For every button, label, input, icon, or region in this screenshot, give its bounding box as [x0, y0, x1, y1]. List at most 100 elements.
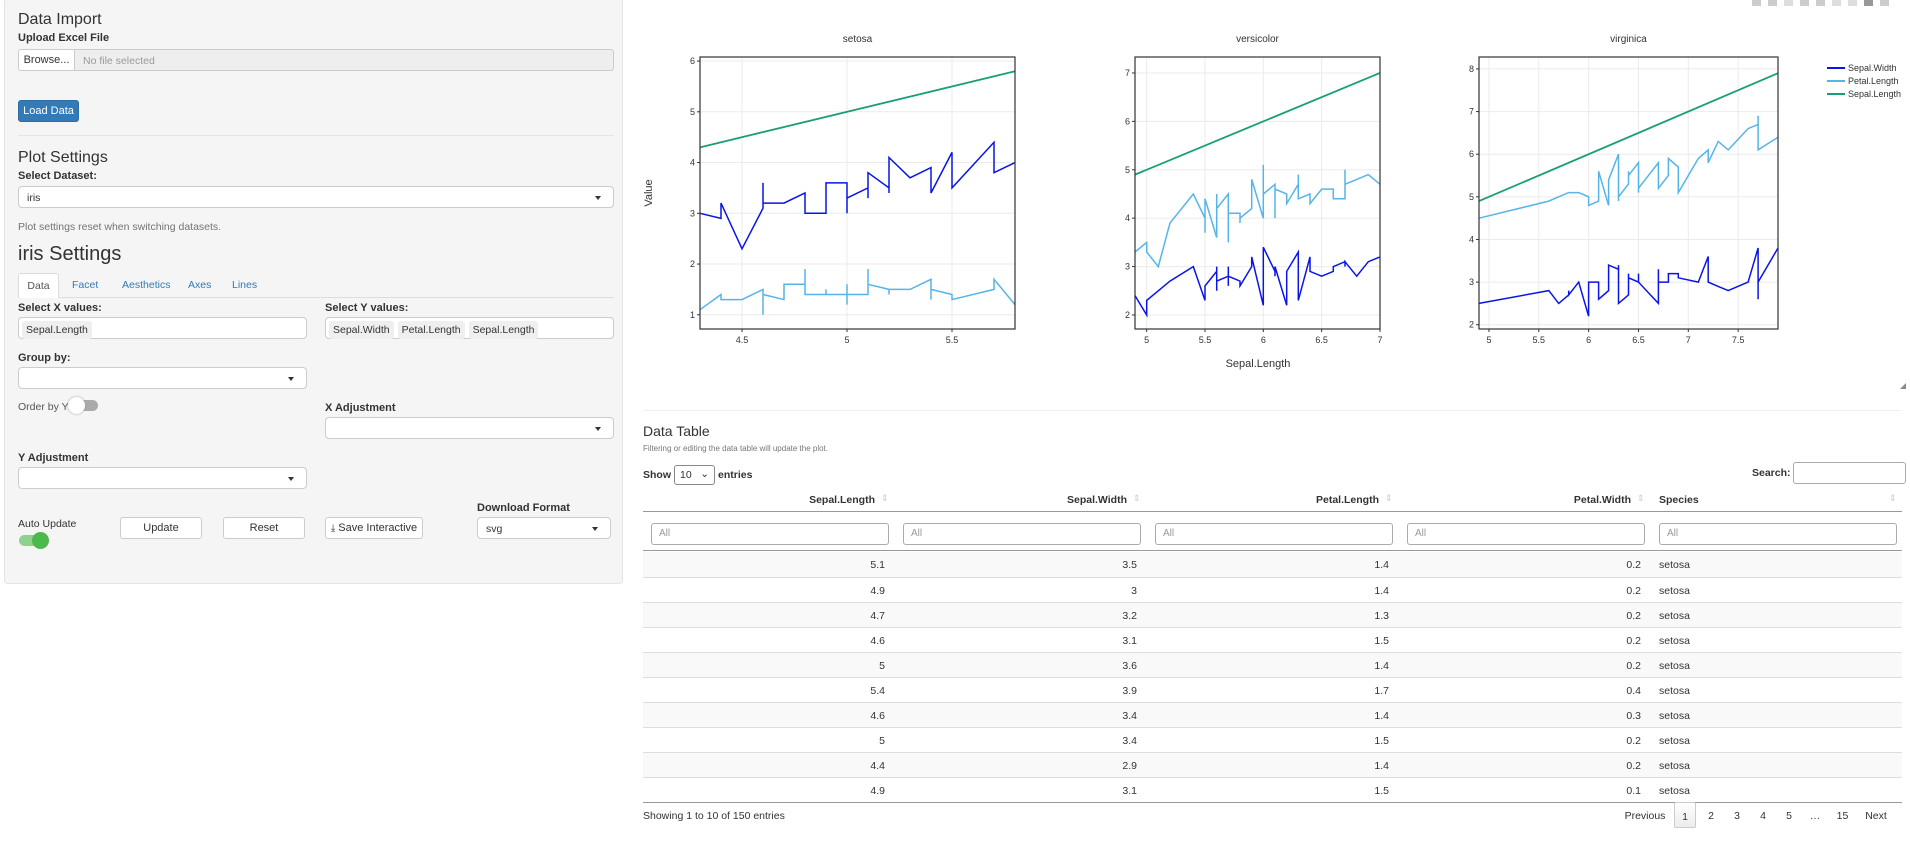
zoom-icon[interactable] [1768, 0, 1777, 6]
table-row[interactable]: 5 3.4 1.5 0.2 setosa [643, 727, 1902, 752]
search-input[interactable] [1792, 462, 1906, 484]
column-filter-input[interactable]: All [1155, 523, 1393, 545]
table-row[interactable]: 4.9 3.1 1.5 0.1 setosa [643, 777, 1902, 802]
file-input[interactable]: Browse... No file selected [18, 49, 614, 71]
column-header-sepal-length[interactable]: Sepal.Length [809, 494, 875, 506]
page-button[interactable]: 15 [1836, 810, 1849, 822]
page-button[interactable]: 2 [1708, 810, 1714, 822]
column-header-sepal-width[interactable]: Sepal.Width [1067, 494, 1127, 506]
column-filter-input[interactable]: All [1407, 523, 1645, 545]
facet-title: setosa [843, 34, 873, 45]
page-button[interactable]: 5 [1786, 810, 1792, 822]
column-header-petal-width[interactable]: Petal.Width [1573, 494, 1631, 506]
divider [18, 135, 614, 136]
y-adjustment-select[interactable] [18, 467, 307, 489]
update-button[interactable]: Update [120, 517, 202, 539]
resize-handle-icon[interactable] [1900, 383, 1906, 389]
hover-icon[interactable] [1864, 0, 1873, 6]
save-interactive-button[interactable]: ⤓ Save Interactive [325, 517, 423, 539]
table-cell: 0.2 [1626, 660, 1641, 672]
table-cell: 3.2 [1122, 610, 1137, 622]
series-line-petal-length [1134, 164, 1381, 269]
x-tick-label: 6 [1586, 335, 1591, 345]
auto-update-label: Auto Update [18, 518, 77, 530]
sort-icon[interactable]: ⇕ [1637, 493, 1645, 503]
previous-page-button[interactable]: Previous [1624, 810, 1666, 822]
zoom-out-icon[interactable] [1816, 0, 1825, 6]
table-cell: 3 [1131, 585, 1137, 597]
next-page-button[interactable]: Next [1865, 810, 1887, 822]
y-axis-title: Value [643, 179, 655, 206]
sort-icon[interactable]: ⇕ [881, 493, 889, 503]
pan-icon[interactable] [1784, 0, 1793, 6]
order-by-y-toggle[interactable] [68, 397, 98, 414]
reset-button[interactable]: Reset [223, 517, 305, 539]
table-row[interactable]: 4.7 3.2 1.3 0.2 setosa [643, 602, 1902, 627]
column-filter-input[interactable]: All [1659, 523, 1897, 545]
tab-aesthetics[interactable]: Aesthetics [122, 279, 171, 291]
y-value-chip[interactable]: Petal.Length [397, 321, 465, 339]
column-header-species[interactable]: Species [1659, 494, 1699, 506]
series-line-sepal-width [1134, 246, 1381, 318]
x-tick-label: 7.5 [1732, 335, 1745, 345]
group-by-select[interactable] [18, 367, 307, 389]
tab-facet[interactable]: Facet [72, 279, 99, 291]
file-name-field: No file selected [75, 49, 614, 71]
column-filter-input[interactable]: All [651, 523, 889, 545]
compare-icon[interactable] [1880, 0, 1889, 6]
y-tick-label: 3 [1125, 262, 1130, 272]
y-tick-label: 2 [1125, 310, 1130, 320]
table-row[interactable]: 4.4 2.9 1.4 0.2 setosa [643, 752, 1902, 777]
download-format-select[interactable]: svg [477, 517, 611, 539]
table-row[interactable]: 4.6 3.4 1.4 0.3 setosa [643, 702, 1902, 727]
tab-lines[interactable]: Lines [232, 279, 258, 291]
y-value-chip[interactable]: Sepal.Length [468, 321, 539, 339]
browse-button[interactable]: Browse... [18, 49, 75, 71]
table-row[interactable]: 4.6 3.1 1.5 0.2 setosa [643, 627, 1902, 652]
search-label: Search: [1752, 467, 1791, 479]
y-value-chip[interactable]: Sepal.Width [329, 321, 394, 339]
caret-down-icon [288, 377, 294, 381]
tab-data[interactable]: Data [18, 273, 59, 298]
page-button[interactable]: 1 [1674, 802, 1696, 828]
x-adjustment-select[interactable] [325, 417, 614, 439]
column-header-petal-length[interactable]: Petal.Length [1315, 494, 1379, 506]
table-row[interactable]: 4.9 3 1.4 0.2 setosa [643, 577, 1902, 602]
camera-icon[interactable] [1752, 0, 1761, 6]
length-select[interactable]: 10 ⌄ [674, 465, 715, 485]
panel-border [699, 56, 1016, 330]
table-cell: 0.2 [1626, 610, 1641, 622]
faceted-line-chart[interactable]: 4.5 5 5.5 1 2 3 4 5 6 setosa 5 5.5 6 6.5 7 2 3 4 5 6 7 versic… [640, 0, 1910, 400]
table-row[interactable]: 5.1 3.5 1.4 0.2 setosa [643, 552, 1902, 577]
y-tick-label: 5 [1469, 192, 1474, 202]
table-row[interactable]: 5 3.6 1.4 0.2 setosa [643, 652, 1902, 677]
caret-down-icon [592, 527, 598, 531]
sort-icon[interactable]: ⇕ [1385, 493, 1393, 503]
sort-icon[interactable]: ⇕ [1133, 493, 1141, 503]
autoscale-icon[interactable] [1832, 0, 1841, 6]
settings-tabs: Data Facet Aesthetics Axes Lines [18, 273, 614, 298]
toggle-knob [32, 532, 49, 549]
sort-icon[interactable]: ⇕ [1889, 493, 1897, 503]
dataset-select[interactable]: iris [18, 186, 614, 208]
tab-axes[interactable]: Axes [188, 279, 212, 291]
y-tick-label: 5 [690, 107, 695, 117]
load-data-button[interactable]: Load Data [18, 100, 79, 122]
table-row[interactable]: 5.4 3.9 1.7 0.4 setosa [643, 677, 1902, 702]
zoom-in-icon[interactable] [1800, 0, 1809, 6]
page-button[interactable]: 4 [1760, 810, 1766, 822]
y-values-select[interactable]: Sepal.Width Petal.Length Sepal.Length [325, 317, 614, 339]
page-button[interactable]: 3 [1734, 810, 1740, 822]
entries-label: entries [718, 469, 753, 481]
y-tick-label: 7 [1125, 68, 1130, 78]
settings-title: iris Settings [18, 243, 122, 265]
column-filter-input[interactable]: All [903, 523, 1141, 545]
caret-down-icon [595, 427, 601, 431]
x-value-chip[interactable]: Sepal.Length [22, 321, 92, 339]
table-cell: 5 [879, 660, 885, 672]
reset-axes-icon[interactable] [1848, 0, 1857, 6]
series-line-sepal-length [1478, 72, 1779, 202]
auto-update-toggle[interactable] [19, 532, 49, 549]
panel-background [1135, 57, 1380, 329]
x-values-select[interactable]: Sepal.Length [18, 317, 307, 339]
